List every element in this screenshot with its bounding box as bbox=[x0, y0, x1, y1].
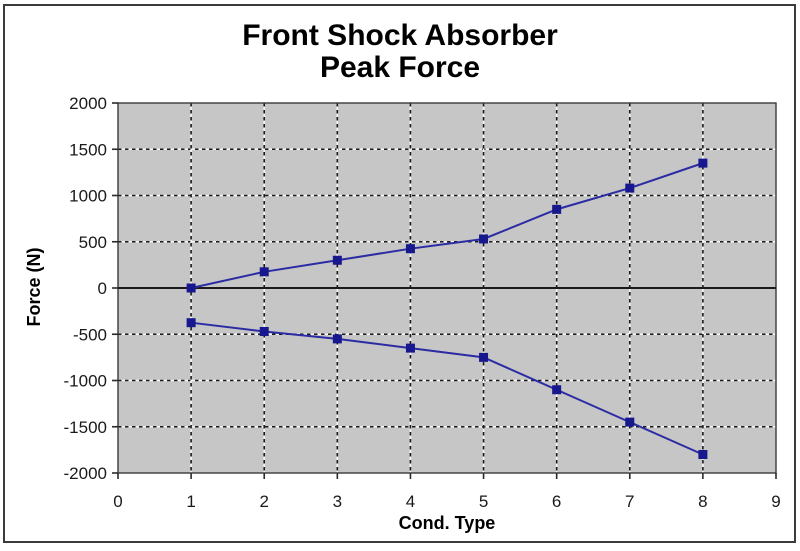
tick-labels: 2000 1500 1000 500 0 -500 -1000 -1500 -2000 0 1 2 3 4… bbox=[64, 94, 781, 511]
x-tick-label: 2 bbox=[259, 492, 268, 511]
y-tick-label: -1500 bbox=[64, 418, 107, 437]
chart-title: Front Shock Absorber Peak Force bbox=[0, 20, 800, 84]
y-tick-label: 1500 bbox=[69, 140, 107, 159]
data-point-marker bbox=[698, 450, 708, 459]
x-tick-label: 6 bbox=[552, 492, 561, 511]
data-point-marker bbox=[186, 318, 196, 328]
x-tick-label: 8 bbox=[698, 492, 707, 511]
data-point-marker bbox=[552, 204, 562, 214]
x-tick-label: 4 bbox=[406, 492, 415, 511]
data-point-marker bbox=[332, 334, 342, 344]
series-line-2 bbox=[190, 321, 704, 456]
y-tick-label: -2000 bbox=[64, 464, 107, 483]
y-tick-label: 1000 bbox=[69, 187, 107, 206]
series-line-1 bbox=[190, 162, 704, 289]
data-point-marker bbox=[479, 352, 489, 362]
x-tick-label: 0 bbox=[113, 492, 122, 511]
data-point-marker bbox=[186, 283, 196, 293]
data-point-marker bbox=[625, 183, 635, 193]
data-point-marker bbox=[332, 255, 342, 265]
x-tick-label: 3 bbox=[333, 492, 342, 511]
y-tick-label: -1000 bbox=[64, 372, 107, 391]
y-axis-title: Force (N) bbox=[24, 247, 44, 326]
x-axis-title: Cond. Type bbox=[399, 513, 496, 533]
x-tick-label: 5 bbox=[479, 492, 488, 511]
x-tick-label: 1 bbox=[186, 492, 195, 511]
data-point-marker bbox=[259, 326, 269, 336]
chart-title-line1: Front Shock Absorber bbox=[242, 19, 558, 52]
y-tick-label: 2000 bbox=[69, 94, 107, 113]
x-tick-label: 9 bbox=[771, 492, 780, 511]
axes bbox=[112, 102, 777, 479]
data-point-marker bbox=[552, 385, 562, 395]
data-point-marker bbox=[405, 244, 415, 254]
x-tick-label: 7 bbox=[625, 492, 634, 511]
data-point-marker bbox=[698, 158, 708, 168]
data-point-marker bbox=[405, 343, 415, 353]
chart-title-line2: Peak Force bbox=[319, 51, 481, 84]
data-point-marker bbox=[625, 417, 635, 427]
data-point-marker bbox=[259, 267, 269, 277]
data-series bbox=[186, 158, 708, 459]
y-tick-label: -500 bbox=[73, 325, 107, 344]
data-point-marker bbox=[479, 234, 489, 244]
y-tick-label: 0 bbox=[98, 279, 107, 298]
y-tick-label: 500 bbox=[79, 233, 107, 252]
